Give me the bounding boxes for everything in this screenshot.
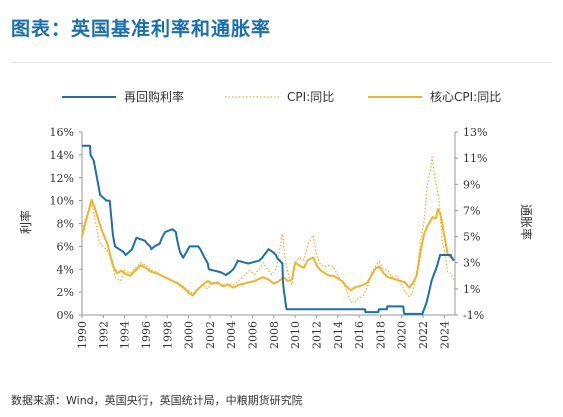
y-left-tick-label: 12% <box>50 172 74 185</box>
y-left-tick-label: 8% <box>57 218 74 231</box>
x-tick-label: 1998 <box>161 321 174 349</box>
y-right-tick-label: 1% <box>463 283 480 296</box>
title-divider <box>11 62 552 63</box>
y-right-tick-label: 9% <box>463 178 480 191</box>
y-left-tick-label: 2% <box>57 286 74 299</box>
series-line-1 <box>81 156 455 303</box>
x-tick-label: 2012 <box>310 321 323 349</box>
x-tick-label: 1992 <box>97 321 110 349</box>
y-right-tick-label: 13% <box>463 126 487 139</box>
legend: 再回购利率 CPI:同比 核心CPI:同比 <box>62 89 501 104</box>
y-right-tick-label: 7% <box>463 204 480 217</box>
y-left-tick-label: 14% <box>50 149 74 162</box>
x-tick-label: 2022 <box>417 321 430 349</box>
x-tick-label: 2016 <box>353 321 366 349</box>
source-note: 数据来源：Wind，英国央行，英国统计局，中粮期货研究院 <box>11 394 303 407</box>
y-left-tick-label: 4% <box>57 263 74 276</box>
y-axis-label-right: 通胀率 <box>519 204 534 240</box>
y-axis-label-left: 利率 <box>18 210 33 234</box>
y-left-tick-label: 10% <box>50 195 74 208</box>
y-left-tick-label: 6% <box>57 240 74 253</box>
x-tick-label: 2006 <box>247 321 260 349</box>
x-tick-label: 2024 <box>438 321 451 349</box>
x-tick-label: 2010 <box>289 321 302 349</box>
series-line-2 <box>81 199 455 297</box>
series-line-0 <box>82 144 455 315</box>
x-tick-label: 1990 <box>76 321 89 349</box>
x-tick-label: 2004 <box>225 321 238 349</box>
x-tick-label: 1994 <box>119 321 132 349</box>
x-tick-label: 2002 <box>204 321 217 349</box>
x-tick-label: 2020 <box>396 321 409 349</box>
y-left-tick-label: 16% <box>50 126 74 139</box>
x-tick-label: 2014 <box>332 321 345 349</box>
legend-label-2: 核心CPI:同比 <box>430 90 501 104</box>
x-tick-label: 2018 <box>374 321 387 349</box>
y-right-tick-label: -1% <box>463 309 484 322</box>
x-tick-label: 2000 <box>183 321 196 349</box>
page-title: 图表：英国基准利率和通胀率 <box>11 18 272 40</box>
x-tick-label: 2008 <box>268 321 281 349</box>
x-tick-label: 1996 <box>140 321 153 349</box>
plot-area: 0% 2% 4% 6% 8% 10% 12% 14% 16% -1% 1% 3% 5% 7% 9% 11% 13… <box>50 126 488 349</box>
y-left-tick-label: 0% <box>57 309 74 322</box>
y-right-tick-label: 3% <box>463 257 480 270</box>
y-right-tick-label: 5% <box>463 231 480 244</box>
legend-label-1: CPI:同比 <box>287 90 334 104</box>
legend-label-0: 再回购利率 <box>124 89 184 104</box>
y-right-tick-label: 11% <box>463 152 487 165</box>
